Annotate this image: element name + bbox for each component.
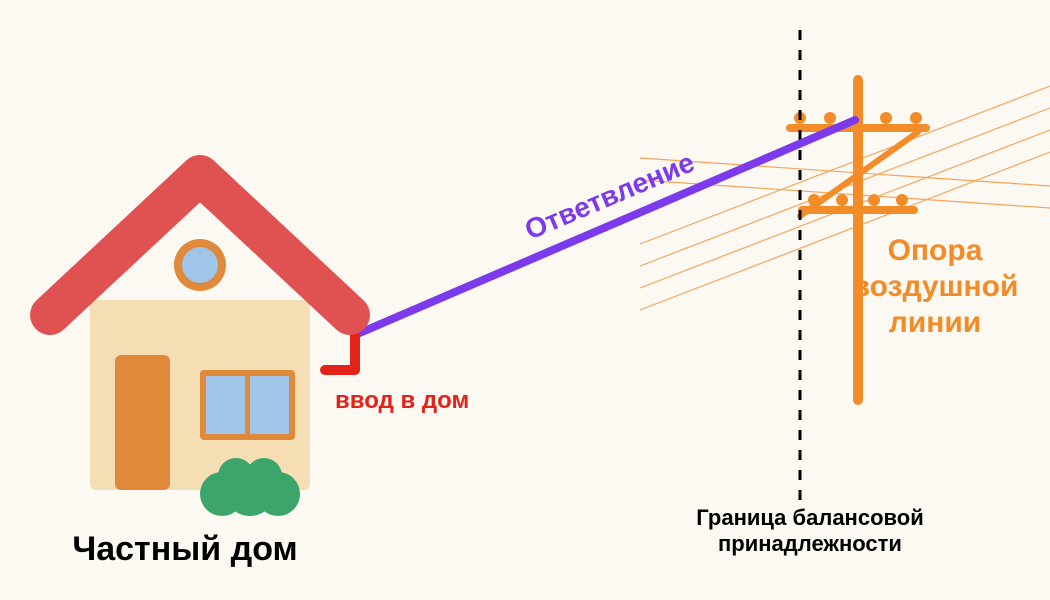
boundary-label-line: Граница балансовой xyxy=(696,505,923,530)
boundary-label: Граница балансовойпринадлежности xyxy=(696,505,923,556)
pole-label-line: воздушной xyxy=(852,270,1019,303)
house-label: Частный дом xyxy=(72,530,297,568)
pole-label-line: линии xyxy=(889,306,982,339)
boundary-label-line: принадлежности xyxy=(718,531,902,556)
pole-label-line: Опора xyxy=(888,234,983,267)
inlet-label: ввод в дом xyxy=(335,387,469,414)
